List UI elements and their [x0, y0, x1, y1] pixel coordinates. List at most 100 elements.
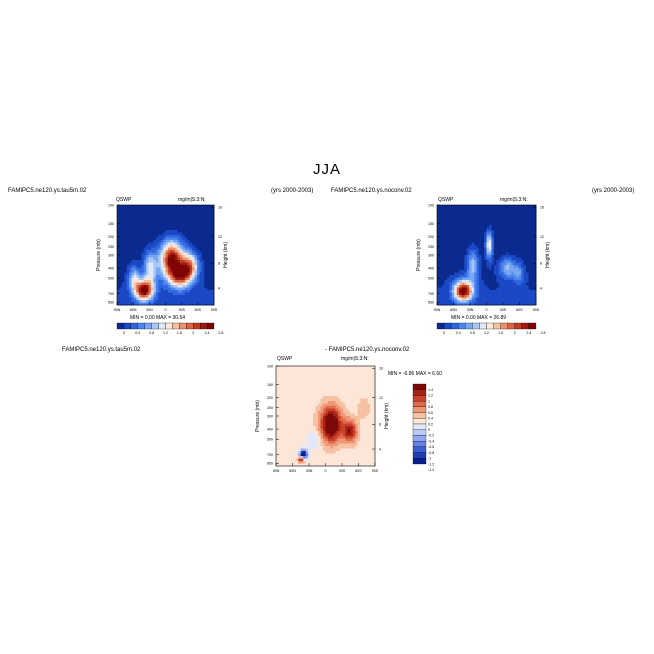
heatmap-cell [486, 210, 490, 213]
heatmap-cell [491, 212, 495, 216]
heatmap-cell [310, 411, 314, 414]
heatmap-cell [513, 205, 517, 208]
heatmap-cell [327, 401, 331, 404]
heatmap-cell [464, 300, 468, 303]
heatmap-cell [526, 262, 529, 266]
heatmap-cell [488, 242, 492, 246]
heatmap-cell [335, 368, 339, 372]
heatmap-cell [143, 225, 147, 228]
heatmap-cell [278, 418, 282, 422]
heatmap-cell [298, 406, 302, 409]
heatmap-cell [206, 262, 210, 266]
heatmap-cell [160, 260, 164, 263]
heatmap-cell [167, 247, 171, 251]
heatmap-cell [459, 247, 463, 251]
heatmap-cell [288, 446, 292, 449]
heatmap-cell [496, 277, 500, 281]
heatmap-cell [129, 272, 132, 276]
heatmap-cell [175, 220, 179, 223]
heatmap-cell [201, 267, 205, 271]
heatmap-cell [464, 290, 468, 293]
heatmap-cell [347, 403, 351, 407]
heatmap-cell [337, 396, 341, 399]
heatmap-cell [325, 416, 329, 419]
heatmap-cell [476, 297, 480, 301]
heatmap-cell [177, 262, 181, 266]
heatmap-cell [155, 275, 159, 278]
heatmap-cell [437, 217, 440, 221]
heatmap-cell [486, 287, 490, 291]
heatmap-cell [117, 292, 120, 296]
heatmap-cell [153, 210, 157, 213]
heatmap-cell [360, 428, 364, 432]
heatmap-cell [350, 448, 354, 452]
heatmap-cell [370, 398, 373, 402]
heatmap-cell [182, 237, 186, 241]
heatmap-cell [330, 456, 334, 459]
heatmap-cell [511, 227, 515, 231]
heatmap-cell [496, 275, 500, 278]
heatmap-cell [355, 398, 359, 402]
heatmap-cell [488, 282, 492, 286]
heatmap-cell [189, 262, 193, 266]
heatmap-cell [345, 461, 349, 464]
heatmap-cell [352, 451, 356, 454]
heatmap-cell [437, 230, 440, 233]
heatmap-cell [511, 290, 515, 293]
heatmap-cell [146, 302, 149, 306]
heatmap-cell [117, 227, 120, 231]
heatmap-cell [352, 378, 356, 382]
heatmap-cell [206, 222, 210, 226]
heatmap-cell [496, 235, 500, 238]
x-tick-label: 60N [130, 308, 137, 312]
heatmap-cell [469, 227, 473, 231]
heatmap-cell [491, 272, 495, 276]
heatmap-cell [320, 393, 324, 397]
heatmap-cell [117, 205, 120, 208]
heatmap-cell [167, 205, 171, 208]
heatmap-cell [323, 396, 326, 399]
heatmap-cell [310, 406, 314, 409]
heatmap-cell [479, 240, 482, 243]
heatmap-cell [175, 217, 179, 221]
heatmap-cell [290, 386, 294, 389]
heatmap-cell [330, 436, 334, 439]
heatmap-cell [117, 267, 120, 271]
heatmap-cell [201, 257, 205, 261]
heatmap-cell [469, 245, 473, 248]
colorbar-label: 1.2 [484, 331, 489, 335]
heatmap-cell [303, 431, 307, 434]
heatmap-cell [177, 257, 181, 261]
colorbar-swatch [137, 322, 145, 330]
heatmap-cell [454, 267, 458, 271]
heatmap-cell [175, 275, 179, 278]
heatmap-cell [165, 300, 169, 303]
heatmap-cell [370, 411, 373, 414]
heatmap-cell [518, 220, 522, 223]
heatmap-cell [466, 240, 470, 243]
heatmap-cell [295, 383, 299, 387]
heatmap-cell [446, 247, 450, 251]
heatmap-cell [211, 287, 215, 291]
heatmap-cell [209, 245, 212, 248]
heatmap-cell [119, 225, 123, 228]
heatmap-cell [516, 272, 520, 276]
heatmap-cell [288, 408, 292, 412]
heatmap-cell [158, 252, 162, 256]
heatmap-cell [295, 456, 299, 459]
heatmap-cell [206, 232, 210, 236]
heatmap-cell [441, 230, 445, 233]
heatmap-cell [177, 277, 181, 281]
heatmap-cell [315, 383, 319, 387]
heatmap-cell [146, 242, 149, 246]
heatmap-cell [318, 428, 321, 432]
heatmap-cell [288, 443, 292, 447]
heatmap-cell [491, 227, 495, 231]
heatmap-cell [342, 371, 346, 374]
heatmap-cell [370, 418, 373, 422]
heatmap-cell [131, 262, 135, 266]
heatmap-cell [305, 461, 309, 464]
heatmap-cell [456, 277, 460, 281]
heatmap-cell [199, 252, 203, 256]
heatmap-cell [523, 230, 527, 233]
